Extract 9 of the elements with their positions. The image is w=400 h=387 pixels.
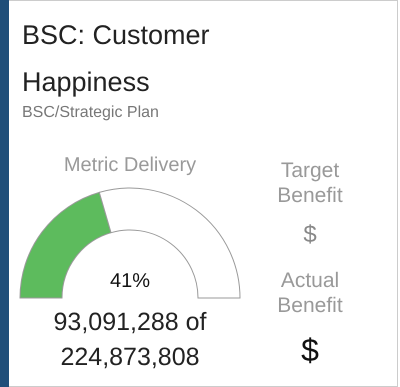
text: 41% <box>108 269 152 294</box>
text: Metric Delivery <box>62 153 198 178</box>
text: $ <box>302 220 318 250</box>
text: 93,091,288 of 224,873,808 <box>52 307 208 373</box>
text: $ <box>300 331 320 370</box>
text: Actual Benefit <box>276 268 344 318</box>
text: Target Benefit <box>276 158 344 208</box>
chart-title: BSC: Customer Happiness <box>22 20 210 97</box>
chart-subtitle: BSC/Strategic Plan <box>22 104 159 122</box>
